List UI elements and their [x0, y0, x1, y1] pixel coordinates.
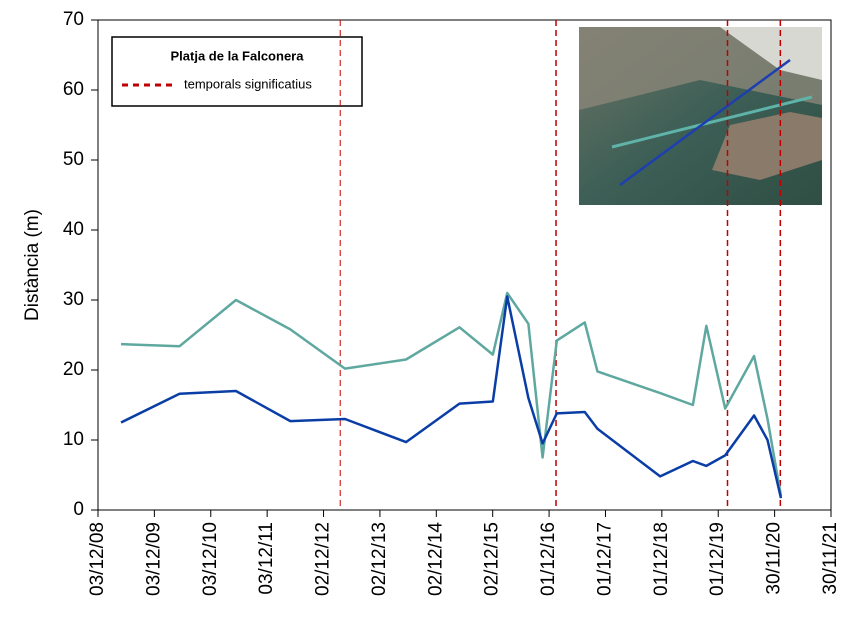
series-line — [120, 291, 783, 497]
y-tick-label: 20 — [63, 359, 84, 380]
y-tick-label: 0 — [73, 499, 84, 520]
series-line — [120, 295, 783, 499]
legend-box — [111, 36, 363, 107]
x-tick-label: 01/12/17 — [594, 522, 615, 596]
x-tick-label: 03/12/11 — [256, 522, 277, 595]
x-tick-label: 03/12/10 — [200, 522, 221, 596]
x-tick-label: 30/11/20 — [764, 522, 785, 595]
x-tick-label: 01/12/18 — [651, 522, 672, 596]
x-tick-label: 03/12/08 — [87, 522, 108, 596]
photo-buildings — [720, 27, 822, 80]
x-tick-label: 01/12/16 — [538, 522, 559, 596]
x-tick-label: 03/12/09 — [143, 522, 164, 596]
x-tick-label: 01/12/19 — [707, 522, 728, 596]
y-axis-label: Distància (m) — [22, 209, 43, 321]
y-tick-label: 70 — [63, 9, 84, 30]
legend-label: temporals significatius — [184, 76, 312, 91]
x-tick-label: 30/11/21 — [820, 522, 841, 595]
x-tick-label: 02/12/14 — [425, 522, 446, 596]
inset-photo — [579, 27, 822, 205]
x-tick-label: 02/12/13 — [369, 522, 390, 596]
legend-title: Platja de la Falconera — [171, 48, 305, 63]
photo-profile — [611, 95, 813, 149]
legend: Platja de la Falconera temporals signifi… — [111, 36, 363, 107]
photo-breakwater — [712, 112, 822, 180]
y-tick-label: 50 — [63, 149, 84, 170]
y-tick-label: 60 — [63, 79, 84, 100]
y-tick-label: 40 — [63, 219, 84, 240]
plot-frame — [97, 19, 832, 511]
x-tick-label: 02/12/15 — [482, 522, 503, 596]
photo-profile — [619, 58, 791, 187]
y-tick-label: 30 — [63, 289, 84, 310]
x-tick-label: 02/12/12 — [313, 522, 334, 596]
y-tick-label: 10 — [63, 429, 84, 450]
